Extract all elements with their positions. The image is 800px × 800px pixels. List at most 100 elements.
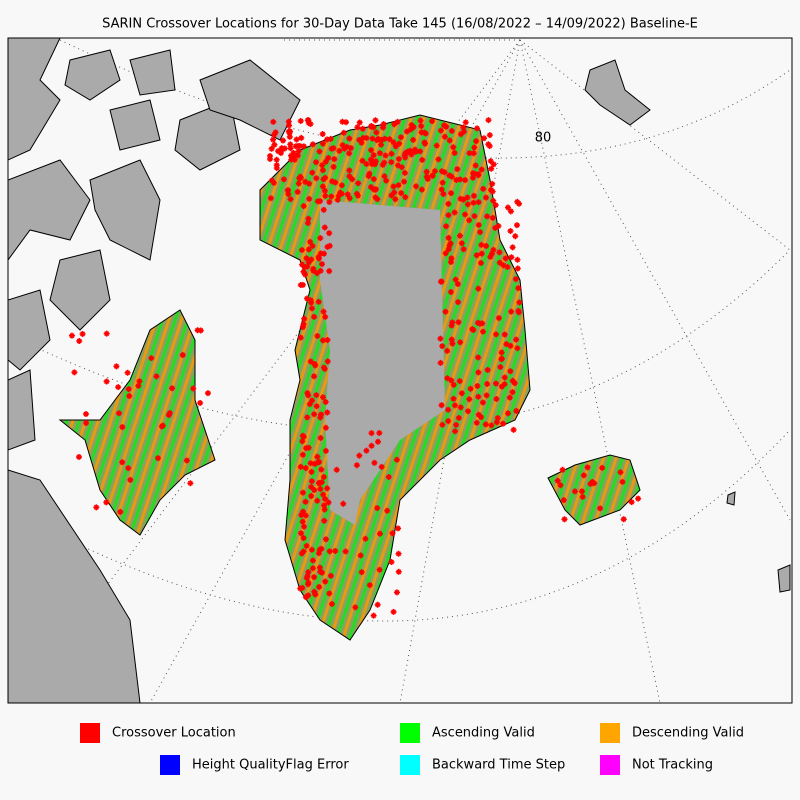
marker — [378, 141, 385, 148]
marker — [493, 331, 500, 338]
marker — [439, 179, 446, 186]
marker — [281, 145, 288, 152]
marker — [322, 578, 329, 585]
marker — [359, 157, 366, 164]
marker — [396, 140, 403, 147]
marker — [330, 163, 337, 170]
marker — [298, 511, 305, 518]
marker — [470, 170, 477, 177]
marker — [332, 179, 339, 186]
marker — [376, 530, 383, 537]
marker — [332, 547, 339, 554]
marker — [483, 242, 490, 249]
marker — [308, 546, 315, 553]
marker — [451, 402, 458, 409]
marker — [287, 141, 294, 148]
marker — [367, 184, 374, 191]
legend-label: Backward Time Step — [432, 758, 565, 773]
marker — [494, 415, 501, 422]
marker — [313, 403, 320, 410]
marker — [410, 136, 417, 143]
marker — [297, 463, 304, 470]
marker — [159, 422, 166, 429]
marker — [473, 252, 480, 259]
marker — [509, 389, 516, 396]
marker — [504, 264, 511, 271]
marker — [309, 397, 316, 404]
marker — [324, 358, 331, 365]
marker — [318, 411, 325, 418]
marker — [454, 166, 461, 173]
marker — [280, 176, 287, 183]
marker — [370, 152, 377, 159]
marker — [378, 137, 385, 144]
marker — [319, 140, 326, 147]
marker — [487, 158, 494, 165]
marker — [458, 240, 465, 247]
marker — [589, 478, 596, 485]
marker — [321, 502, 328, 509]
marker — [452, 428, 459, 435]
marker — [445, 200, 452, 207]
marker — [324, 336, 331, 343]
marker — [382, 152, 389, 159]
marker — [445, 234, 452, 241]
marker — [288, 156, 295, 163]
marker — [315, 459, 322, 466]
marker — [451, 149, 458, 156]
marker — [315, 298, 322, 305]
marker — [475, 411, 482, 418]
marker — [514, 256, 521, 263]
marker — [308, 493, 315, 500]
marker — [300, 268, 307, 275]
marker — [340, 129, 347, 136]
marker — [270, 136, 277, 143]
marker — [457, 176, 464, 183]
marker — [381, 135, 388, 142]
marker — [278, 145, 285, 152]
marker — [469, 174, 476, 181]
marker — [397, 134, 404, 141]
marker — [515, 285, 522, 292]
marker — [395, 550, 402, 557]
marker — [483, 392, 490, 399]
marker — [76, 453, 83, 460]
marker — [471, 213, 478, 220]
marker — [403, 128, 410, 135]
marker — [313, 175, 320, 182]
marker — [378, 463, 385, 470]
marker — [68, 332, 75, 339]
marker — [370, 176, 377, 183]
marker — [311, 360, 318, 367]
marker — [492, 224, 499, 231]
marker — [599, 464, 606, 471]
marker — [273, 162, 280, 169]
marker — [302, 178, 309, 185]
marker — [326, 230, 333, 237]
marker — [443, 123, 450, 130]
marker — [394, 118, 401, 125]
marker — [418, 123, 425, 130]
marker — [319, 337, 326, 344]
marker — [504, 204, 511, 211]
marker — [290, 150, 297, 157]
marker — [333, 466, 340, 473]
marker — [304, 390, 311, 397]
marker — [325, 499, 332, 506]
marker — [346, 135, 353, 142]
marker — [490, 197, 497, 204]
marker — [407, 126, 414, 133]
marker — [135, 382, 142, 389]
marker — [451, 209, 458, 216]
marker — [311, 373, 318, 380]
marker — [125, 465, 132, 472]
marker — [490, 161, 497, 168]
marker — [371, 459, 378, 466]
marker — [500, 262, 507, 269]
marker — [291, 156, 298, 163]
marker — [389, 530, 396, 537]
marker — [294, 152, 301, 159]
marker — [268, 145, 275, 152]
marker — [327, 135, 334, 142]
marker — [103, 499, 110, 506]
